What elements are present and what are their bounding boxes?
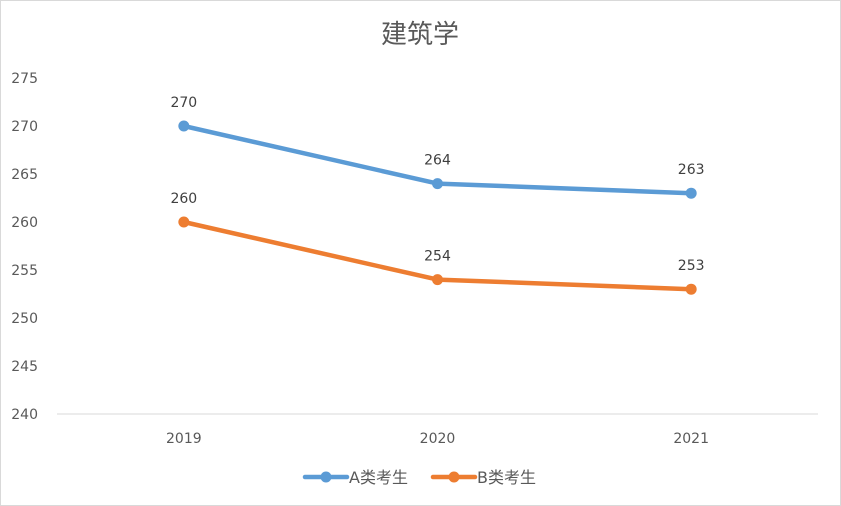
data-point: [432, 274, 443, 286]
data-label: 264: [424, 153, 451, 169]
legend-marker: [320, 471, 332, 483]
y-tick-label: 275: [11, 71, 38, 87]
y-tick-label: 270: [11, 119, 38, 135]
data-point: [178, 120, 190, 132]
legend-marker: [448, 471, 460, 483]
y-tick-label: 245: [11, 359, 38, 375]
data-label: 260: [170, 191, 197, 207]
x-tick-label: 2021: [673, 431, 709, 447]
data-label: 263: [678, 162, 705, 178]
data-label: 253: [678, 258, 705, 274]
data-point: [685, 187, 697, 199]
chart-title: 建筑学: [381, 20, 459, 50]
y-tick-label: 250: [11, 311, 38, 327]
data-label: 270: [170, 95, 197, 111]
y-tick-label: 255: [11, 263, 38, 279]
y-tick-label: 260: [11, 215, 38, 231]
legend-label: A类考生: [349, 468, 408, 487]
x-tick-label: 2019: [166, 431, 202, 447]
data-point: [432, 178, 443, 190]
data-point: [685, 283, 697, 295]
data-label: 254: [424, 249, 451, 265]
x-tick-label: 2020: [420, 431, 456, 447]
y-tick-label: 265: [11, 167, 38, 183]
legend-label: B类考生: [477, 468, 536, 487]
y-tick-label: 240: [11, 407, 38, 423]
data-point: [178, 216, 190, 228]
